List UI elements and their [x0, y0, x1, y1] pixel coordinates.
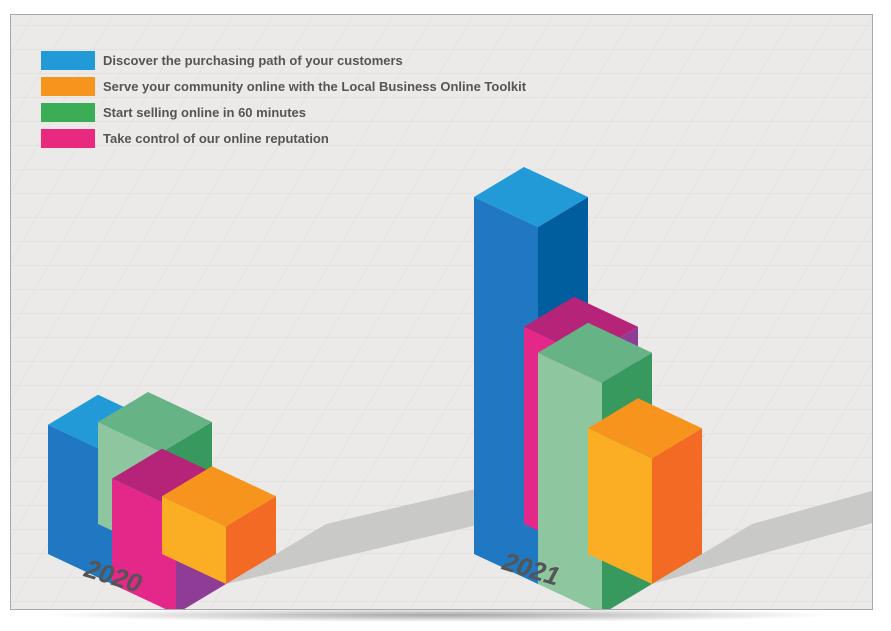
- legend-swatch-blue: [41, 50, 95, 70]
- bar-face-left: [538, 352, 602, 609]
- bar-face-left: [474, 197, 538, 584]
- bar-face-right: [652, 428, 702, 584]
- bar-face-left: [48, 424, 112, 584]
- bar-face-top: [588, 398, 702, 459]
- bar-face-top: [538, 322, 652, 383]
- legend-item: Start selling online in 60 minutes: [41, 99, 526, 125]
- frame-shadow: [40, 608, 840, 622]
- legend-label: Take control of our online reputation: [103, 130, 329, 146]
- bar-2020-orange: [162, 466, 276, 584]
- bar-face-left: [588, 428, 652, 584]
- bars: [48, 167, 702, 609]
- chart-canvas: 2020 2021: [11, 15, 872, 609]
- legend-item: Take control of our online reputation: [41, 125, 526, 151]
- legend-swatch-orange: [41, 76, 95, 96]
- bar-shadow: [652, 490, 872, 584]
- legend-swatch-green: [41, 102, 95, 122]
- bar-2021-orange: [588, 398, 702, 584]
- bar-face-top: [162, 466, 276, 527]
- legend-label: Discover the purchasing path of your cus…: [103, 52, 403, 68]
- bar-face-left: [112, 478, 176, 609]
- legend: Discover the purchasing path of your cus…: [41, 47, 526, 151]
- bar-face-left: [162, 496, 226, 584]
- legend-label: Serve your community online with the Loc…: [103, 78, 527, 94]
- bar-face-top: [474, 167, 588, 227]
- bar-face-top: [98, 392, 212, 452]
- legend-item: Discover the purchasing path of your cus…: [41, 47, 526, 73]
- chart-frame: 2020 2021 Discover the purchasing path of…: [10, 14, 873, 610]
- legend-item: Serve your community online with the Loc…: [41, 73, 526, 99]
- legend-swatch-pink: [41, 128, 95, 148]
- legend-label: Start selling online in 60 minutes: [103, 104, 306, 120]
- bar-face-right: [226, 496, 276, 584]
